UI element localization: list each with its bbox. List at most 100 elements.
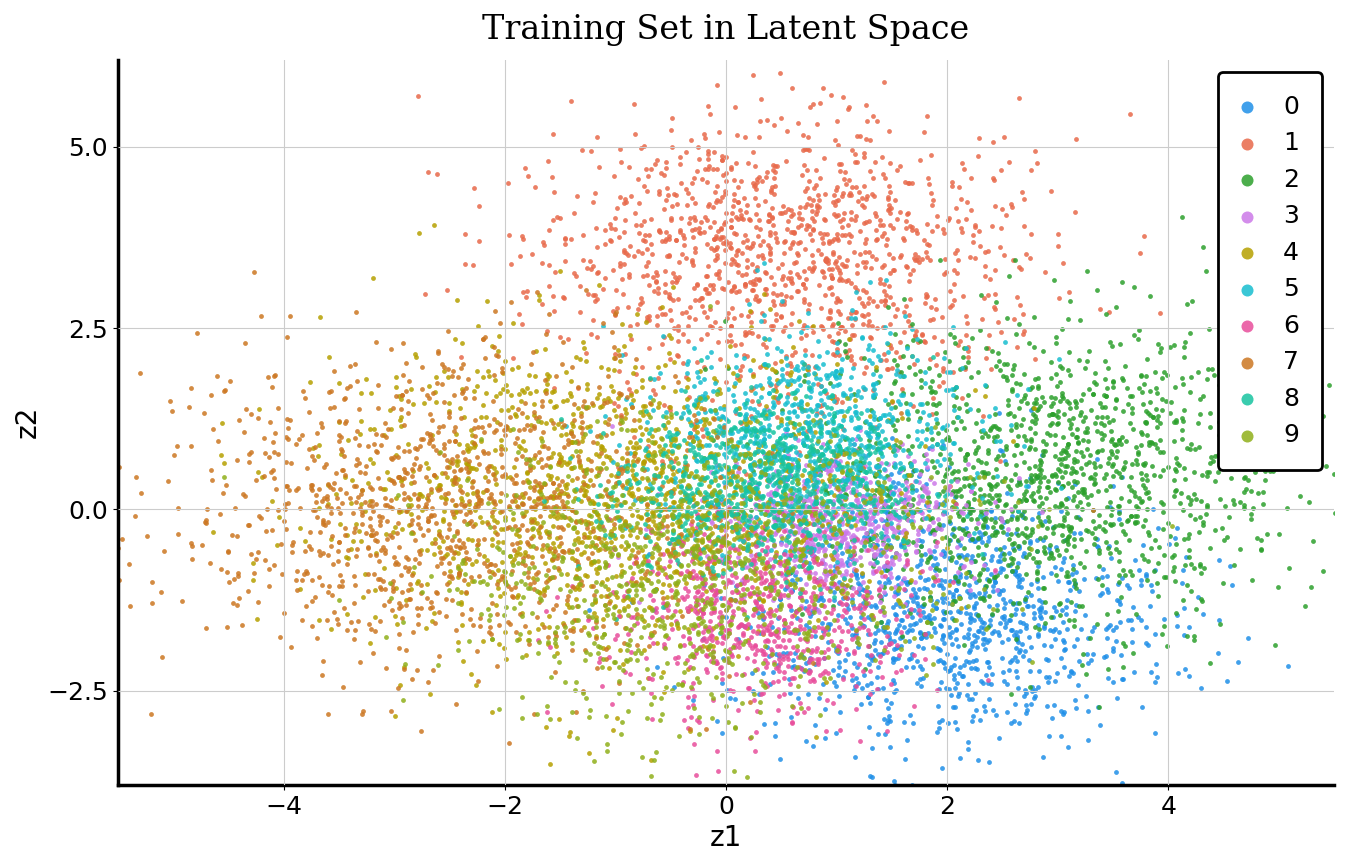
6 [911, 564, 933, 578]
7 [210, 562, 232, 576]
9 [712, 598, 733, 612]
8 [714, 496, 736, 510]
5 [771, 406, 793, 420]
7 [306, 510, 328, 524]
2 [921, 511, 942, 525]
5 [675, 357, 697, 371]
8 [763, 424, 785, 438]
1 [728, 284, 749, 298]
3 [780, 515, 802, 529]
7 [332, 443, 353, 457]
2 [1026, 566, 1047, 580]
2 [1112, 404, 1134, 417]
1 [724, 173, 745, 187]
8 [762, 456, 783, 469]
7 [395, 465, 417, 479]
9 [507, 445, 528, 459]
5 [735, 518, 756, 532]
2 [1171, 372, 1193, 385]
7 [395, 550, 417, 564]
7 [332, 574, 353, 588]
5 [743, 436, 764, 449]
5 [656, 429, 678, 443]
0 [768, 649, 790, 662]
9 [702, 645, 724, 659]
1 [946, 266, 968, 280]
3 [790, 516, 811, 530]
5 [868, 460, 890, 474]
1 [923, 330, 945, 344]
1 [554, 231, 576, 245]
7 [244, 265, 266, 279]
4 [510, 535, 531, 549]
1 [810, 247, 832, 261]
2 [1051, 469, 1073, 483]
2 [1018, 337, 1039, 351]
1 [584, 294, 605, 307]
8 [674, 516, 696, 530]
4 [477, 364, 499, 378]
3 [875, 522, 896, 536]
5 [737, 442, 759, 456]
1 [620, 333, 642, 346]
8 [763, 440, 785, 454]
3 [813, 544, 834, 558]
0 [772, 647, 794, 661]
4 [597, 391, 619, 404]
1 [662, 140, 683, 154]
5 [810, 386, 832, 400]
6 [806, 575, 828, 589]
9 [518, 581, 539, 595]
4 [454, 556, 476, 570]
3 [822, 528, 844, 542]
0 [960, 553, 981, 567]
8 [625, 476, 647, 490]
8 [696, 490, 717, 504]
0 [940, 662, 961, 676]
7 [336, 623, 357, 637]
9 [811, 458, 833, 472]
9 [736, 770, 758, 784]
3 [845, 443, 867, 457]
9 [603, 611, 624, 625]
5 [900, 505, 922, 519]
0 [913, 671, 934, 685]
7 [512, 509, 534, 523]
7 [443, 546, 465, 560]
0 [874, 563, 895, 577]
0 [782, 653, 803, 667]
8 [969, 509, 991, 523]
2 [919, 379, 941, 393]
7 [383, 450, 404, 464]
1 [964, 218, 985, 232]
9 [569, 514, 590, 528]
4 [709, 543, 731, 557]
4 [634, 455, 655, 469]
7 [452, 608, 473, 622]
0 [936, 681, 957, 695]
4 [514, 443, 535, 457]
1 [760, 185, 782, 199]
3 [837, 481, 859, 494]
1 [952, 391, 973, 405]
0 [953, 630, 975, 644]
2 [1108, 568, 1130, 582]
1 [553, 289, 574, 303]
9 [689, 611, 710, 624]
7 [537, 442, 558, 456]
2 [973, 495, 995, 509]
7 [519, 463, 541, 477]
1 [787, 220, 809, 234]
4 [325, 487, 346, 501]
1 [685, 293, 706, 307]
9 [716, 603, 737, 617]
3 [890, 511, 911, 525]
2 [1130, 425, 1151, 439]
3 [780, 491, 802, 505]
4 [594, 415, 616, 429]
0 [934, 546, 956, 560]
0 [929, 643, 950, 657]
4 [717, 464, 739, 478]
0 [847, 635, 868, 649]
0 [1146, 670, 1167, 684]
